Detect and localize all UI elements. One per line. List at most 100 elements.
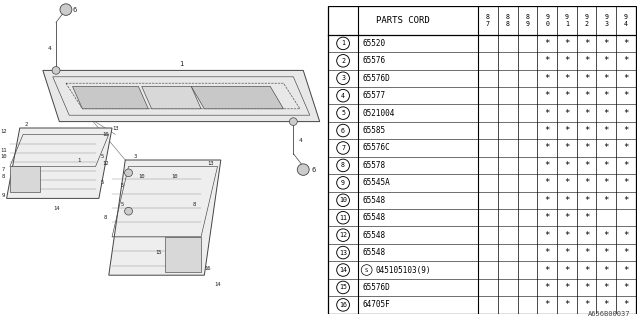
Text: *: * — [564, 56, 570, 65]
Text: *: * — [604, 248, 609, 257]
Text: 64705F: 64705F — [363, 300, 390, 309]
Text: *: * — [604, 108, 609, 118]
Text: *: * — [584, 196, 589, 205]
Text: 7: 7 — [2, 167, 5, 172]
Text: *: * — [604, 143, 609, 153]
Text: *: * — [545, 248, 550, 257]
Text: 9: 9 — [2, 193, 5, 198]
Text: *: * — [545, 213, 550, 222]
Text: 9
4: 9 4 — [624, 14, 628, 27]
Text: 5: 5 — [120, 183, 124, 188]
Text: *: * — [623, 74, 628, 83]
Text: 10: 10 — [339, 197, 347, 203]
Text: 11: 11 — [0, 148, 6, 153]
Text: S: S — [365, 268, 368, 273]
Circle shape — [52, 67, 60, 74]
Text: 65576: 65576 — [363, 56, 386, 65]
Text: *: * — [623, 161, 628, 170]
Text: *: * — [584, 178, 589, 187]
Text: 8
7: 8 7 — [486, 14, 490, 27]
Text: *: * — [545, 91, 550, 100]
Text: 10: 10 — [172, 173, 178, 179]
Text: 14: 14 — [339, 267, 347, 273]
Text: *: * — [545, 108, 550, 118]
Polygon shape — [109, 160, 221, 275]
Text: *: * — [584, 56, 589, 65]
Text: 65577: 65577 — [363, 91, 386, 100]
Text: 14: 14 — [52, 205, 60, 211]
Polygon shape — [191, 86, 284, 109]
Text: 8: 8 — [2, 173, 5, 179]
Text: *: * — [545, 178, 550, 187]
Text: *: * — [623, 231, 628, 240]
Text: 65578: 65578 — [363, 161, 386, 170]
Text: 3: 3 — [134, 154, 137, 159]
Text: 6: 6 — [341, 128, 345, 133]
Text: 8
8: 8 8 — [506, 14, 509, 27]
Text: 9
1: 9 1 — [565, 14, 569, 27]
Text: 65548: 65548 — [363, 196, 386, 205]
Text: *: * — [545, 300, 550, 309]
Text: 7: 7 — [341, 145, 345, 151]
Text: *: * — [564, 74, 570, 83]
Text: *: * — [584, 213, 589, 222]
Text: 65576D: 65576D — [363, 283, 390, 292]
Text: *: * — [623, 283, 628, 292]
Text: 17: 17 — [191, 250, 198, 255]
Text: *: * — [564, 108, 570, 118]
Text: *: * — [604, 56, 609, 65]
Text: *: * — [564, 39, 570, 48]
Text: 0521004: 0521004 — [363, 108, 395, 118]
Text: *: * — [564, 161, 570, 170]
Circle shape — [289, 118, 298, 125]
Text: *: * — [623, 143, 628, 153]
Circle shape — [60, 4, 72, 15]
Text: 9: 9 — [341, 180, 345, 186]
Text: *: * — [623, 266, 628, 275]
Text: 10: 10 — [102, 132, 109, 137]
Text: *: * — [584, 108, 589, 118]
Text: *: * — [604, 91, 609, 100]
Text: 65576D: 65576D — [363, 74, 390, 83]
Text: *: * — [604, 196, 609, 205]
Text: 10: 10 — [0, 154, 6, 159]
Text: *: * — [545, 283, 550, 292]
Polygon shape — [43, 70, 320, 122]
Polygon shape — [72, 86, 148, 109]
Text: *: * — [564, 231, 570, 240]
Text: *: * — [564, 283, 570, 292]
Text: 1: 1 — [77, 157, 81, 163]
Text: *: * — [545, 266, 550, 275]
Text: 15: 15 — [155, 250, 161, 255]
Text: 5: 5 — [100, 154, 104, 159]
Text: *: * — [623, 196, 628, 205]
Text: *: * — [584, 39, 589, 48]
Text: 1: 1 — [341, 40, 345, 46]
Text: 8: 8 — [193, 202, 196, 207]
Text: *: * — [564, 126, 570, 135]
Text: *: * — [623, 178, 628, 187]
Text: 65548: 65548 — [363, 213, 386, 222]
Text: *: * — [584, 283, 589, 292]
Text: 65548: 65548 — [363, 248, 386, 257]
Text: *: * — [545, 143, 550, 153]
Text: *: * — [545, 74, 550, 83]
Text: *: * — [584, 300, 589, 309]
Text: *: * — [545, 196, 550, 205]
Text: *: * — [604, 300, 609, 309]
Circle shape — [125, 207, 132, 215]
Text: *: * — [623, 248, 628, 257]
Text: *: * — [604, 126, 609, 135]
Text: *: * — [584, 91, 589, 100]
Text: *: * — [623, 39, 628, 48]
Text: *: * — [564, 178, 570, 187]
Text: *: * — [545, 231, 550, 240]
Text: *: * — [564, 143, 570, 153]
Text: *: * — [623, 108, 628, 118]
Text: *: * — [584, 231, 589, 240]
Text: *: * — [564, 266, 570, 275]
Polygon shape — [165, 237, 201, 272]
Text: *: * — [545, 56, 550, 65]
Circle shape — [125, 169, 132, 177]
Text: 65585: 65585 — [363, 126, 386, 135]
